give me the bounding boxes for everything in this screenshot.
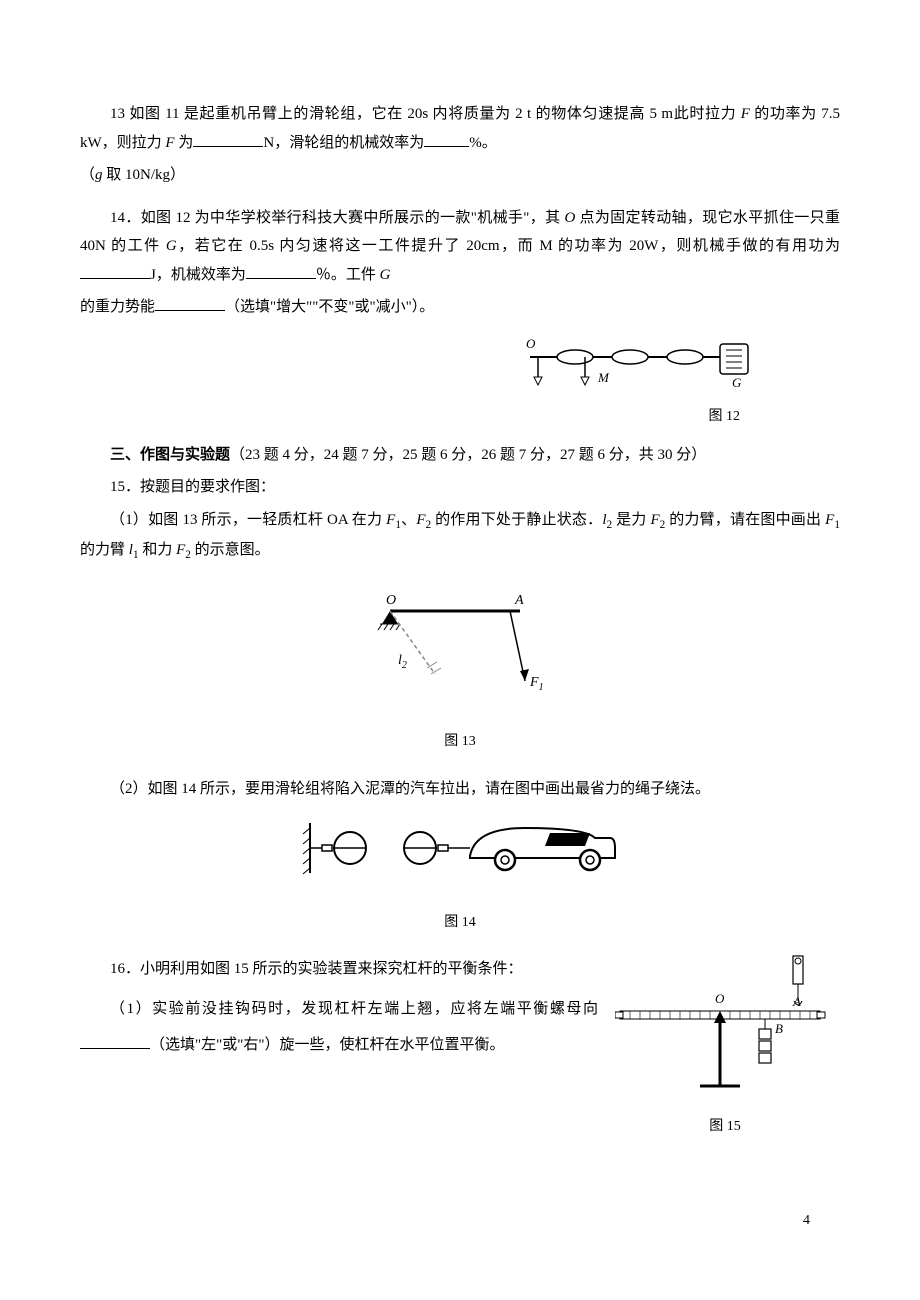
fig15-o: O (715, 991, 725, 1006)
blank-q13-2 (424, 131, 469, 147)
figure-12-svg: O M G (520, 332, 760, 392)
page-number: 4 (80, 1208, 840, 1235)
q13-unit2: %。 (469, 135, 497, 151)
q13-l2b: 取 10N/kg） (103, 167, 186, 183)
q15-f1: F (386, 512, 395, 528)
q13-mid2: 为 (175, 135, 194, 151)
blank-q16-1 (80, 1033, 150, 1049)
question-15-lead: 15．按题目的要求作图： (80, 473, 840, 502)
q15-f1b: F (825, 512, 834, 528)
fig12-m-label: M (597, 370, 610, 385)
question-14: 14．如图 12 为中华学校举行科技大赛中所展示的一款"机械手"，其 O 点为固… (80, 204, 840, 290)
q15-f1bs: 1 (834, 519, 840, 531)
svg-text:F1: F1 (529, 675, 544, 693)
q13-text: 13 如图 11 是起重机吊臂上的滑轮组，它在 20s 内将质量为 2 t 的物… (110, 106, 741, 122)
fig15-b: B (775, 1021, 783, 1036)
blank-q13-1 (193, 131, 263, 147)
question-16-block: O A B 图 15 16．小明利用如图 15 所示的实验装置来探究杠杆的平衡条… (80, 951, 840, 1148)
figure-14-wrap: 图 14 (80, 818, 840, 937)
question-15-2: （2）如图 14 所示，要用滑轮组将陷入泥潭的汽车拉出，请在图中画出最省力的绳子… (80, 775, 840, 804)
fig12-o-label: O (526, 336, 536, 351)
q15-1a: （1）如图 13 所示，一轻质杠杆 OA 在力 (110, 512, 386, 528)
question-13-line2: （g 取 10N/kg） (80, 161, 840, 190)
sec3-bold: 三、作图与实验题 (110, 447, 230, 463)
q14-l2b: （选填"增大""不变"或"减小"）。 (225, 299, 434, 315)
q16-1b: （选填"左"或"右"）旋一些，使杠杆在水平位置平衡。 (150, 1037, 505, 1053)
q15-f2: F (416, 512, 425, 528)
figure-13-caption: 图 13 (80, 729, 840, 756)
svg-text:l2: l2 (398, 653, 407, 671)
blank-q14-2 (246, 263, 316, 279)
figure-15-wrap: O A B 图 15 (610, 951, 840, 1140)
q14-g2: G (380, 267, 391, 283)
q13-f2: F (165, 135, 174, 151)
figure-14-svg (295, 818, 625, 888)
blank-q14-3 (155, 295, 225, 311)
q13-f1: F (741, 106, 750, 122)
sec3-rest: （23 题 4 分，24 题 7 分，25 题 6 分，26 题 7 分，27 … (230, 447, 706, 463)
figure-12-wrap: O M G 图 12 (80, 332, 760, 431)
figure-13-svg: O A l2 F1 (360, 586, 560, 716)
figure-15-caption: 图 15 (610, 1114, 840, 1141)
q15-1d: 是力 (612, 512, 650, 528)
fig13-f1s: 1 (539, 682, 544, 693)
q15-1f: 的力臂 (80, 542, 129, 558)
figure-14-caption: 图 14 (80, 910, 840, 937)
q14-mid2: ，若它在 0.5s 内匀速将这一工件提升了 20cm，而 M 的功率为 20W，… (177, 238, 840, 254)
q15-1g: 和力 (139, 542, 177, 558)
q15-f2c: F (176, 542, 185, 558)
figure-15-svg: O A B (615, 951, 835, 1101)
figure-13-wrap: O A l2 F1 图 13 (80, 586, 840, 755)
q14-g: G (166, 238, 177, 254)
q15-1h: 的示意图。 (191, 542, 270, 558)
q14-o: O (565, 210, 576, 226)
q14-u2: ％。工件 (316, 267, 380, 283)
q13-unit1: N，滑轮组的机械效率为 (263, 135, 424, 151)
blank-q14-1 (80, 263, 150, 279)
fig13-l2s: 2 (402, 660, 407, 671)
fig13-a: A (514, 593, 524, 608)
q15-1e: 的力臂，请在图中画出 (669, 512, 825, 528)
fig15-a: A (792, 994, 801, 1009)
fig12-g-label: G (732, 375, 742, 390)
section-3-header: 三、作图与实验题（23 题 4 分，24 题 7 分，25 题 6 分，26 题… (80, 441, 840, 470)
q15-f2b: F (650, 512, 659, 528)
q13-l2a: （ (80, 167, 95, 183)
q15-1c: 的作用下处于静止状态． (431, 512, 602, 528)
question-14-line2: 的重力势能 （选填"增大""不变"或"减小"）。 (80, 293, 840, 322)
fig13-o: O (386, 593, 396, 608)
figure-12-caption: 图 12 (80, 404, 760, 431)
q14-pre: 14．如图 12 为中华学校举行科技大赛中所展示的一款"机械手"，其 (110, 210, 565, 226)
q14-u1: J，机械效率为 (150, 267, 246, 283)
q14-l2a: 的重力势能 (80, 299, 155, 315)
q15-f2bs: 2 (660, 519, 666, 531)
q13-g: g (95, 167, 103, 183)
q16-1a: （1）实验前没挂钩码时，发现杠杆左端上翘，应将左端平衡螺母向 (110, 1001, 598, 1017)
question-13: 13 如图 11 是起重机吊臂上的滑轮组，它在 20s 内将质量为 2 t 的物… (80, 100, 840, 157)
question-15-1: （1）如图 13 所示，一轻质杠杆 OA 在力 F1、F2 的作用下处于静止状态… (80, 506, 840, 567)
q15-1b: 、 (401, 512, 416, 528)
fig13-f1: F (529, 675, 539, 690)
